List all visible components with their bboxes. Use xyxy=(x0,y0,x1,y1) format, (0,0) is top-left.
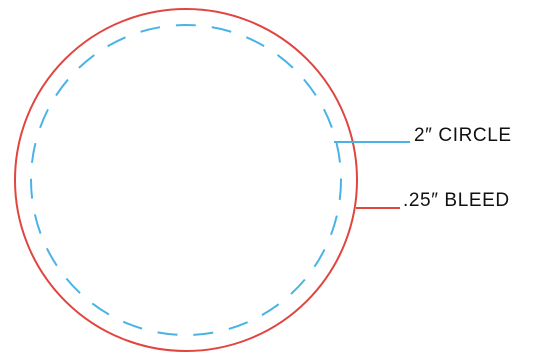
trim-circle-dashed xyxy=(30,24,342,336)
bleed-circle xyxy=(14,8,358,352)
bleed-size-label: .25″ BLEED xyxy=(403,190,510,211)
circle-size-label: 2″ CIRCLE xyxy=(414,125,512,146)
